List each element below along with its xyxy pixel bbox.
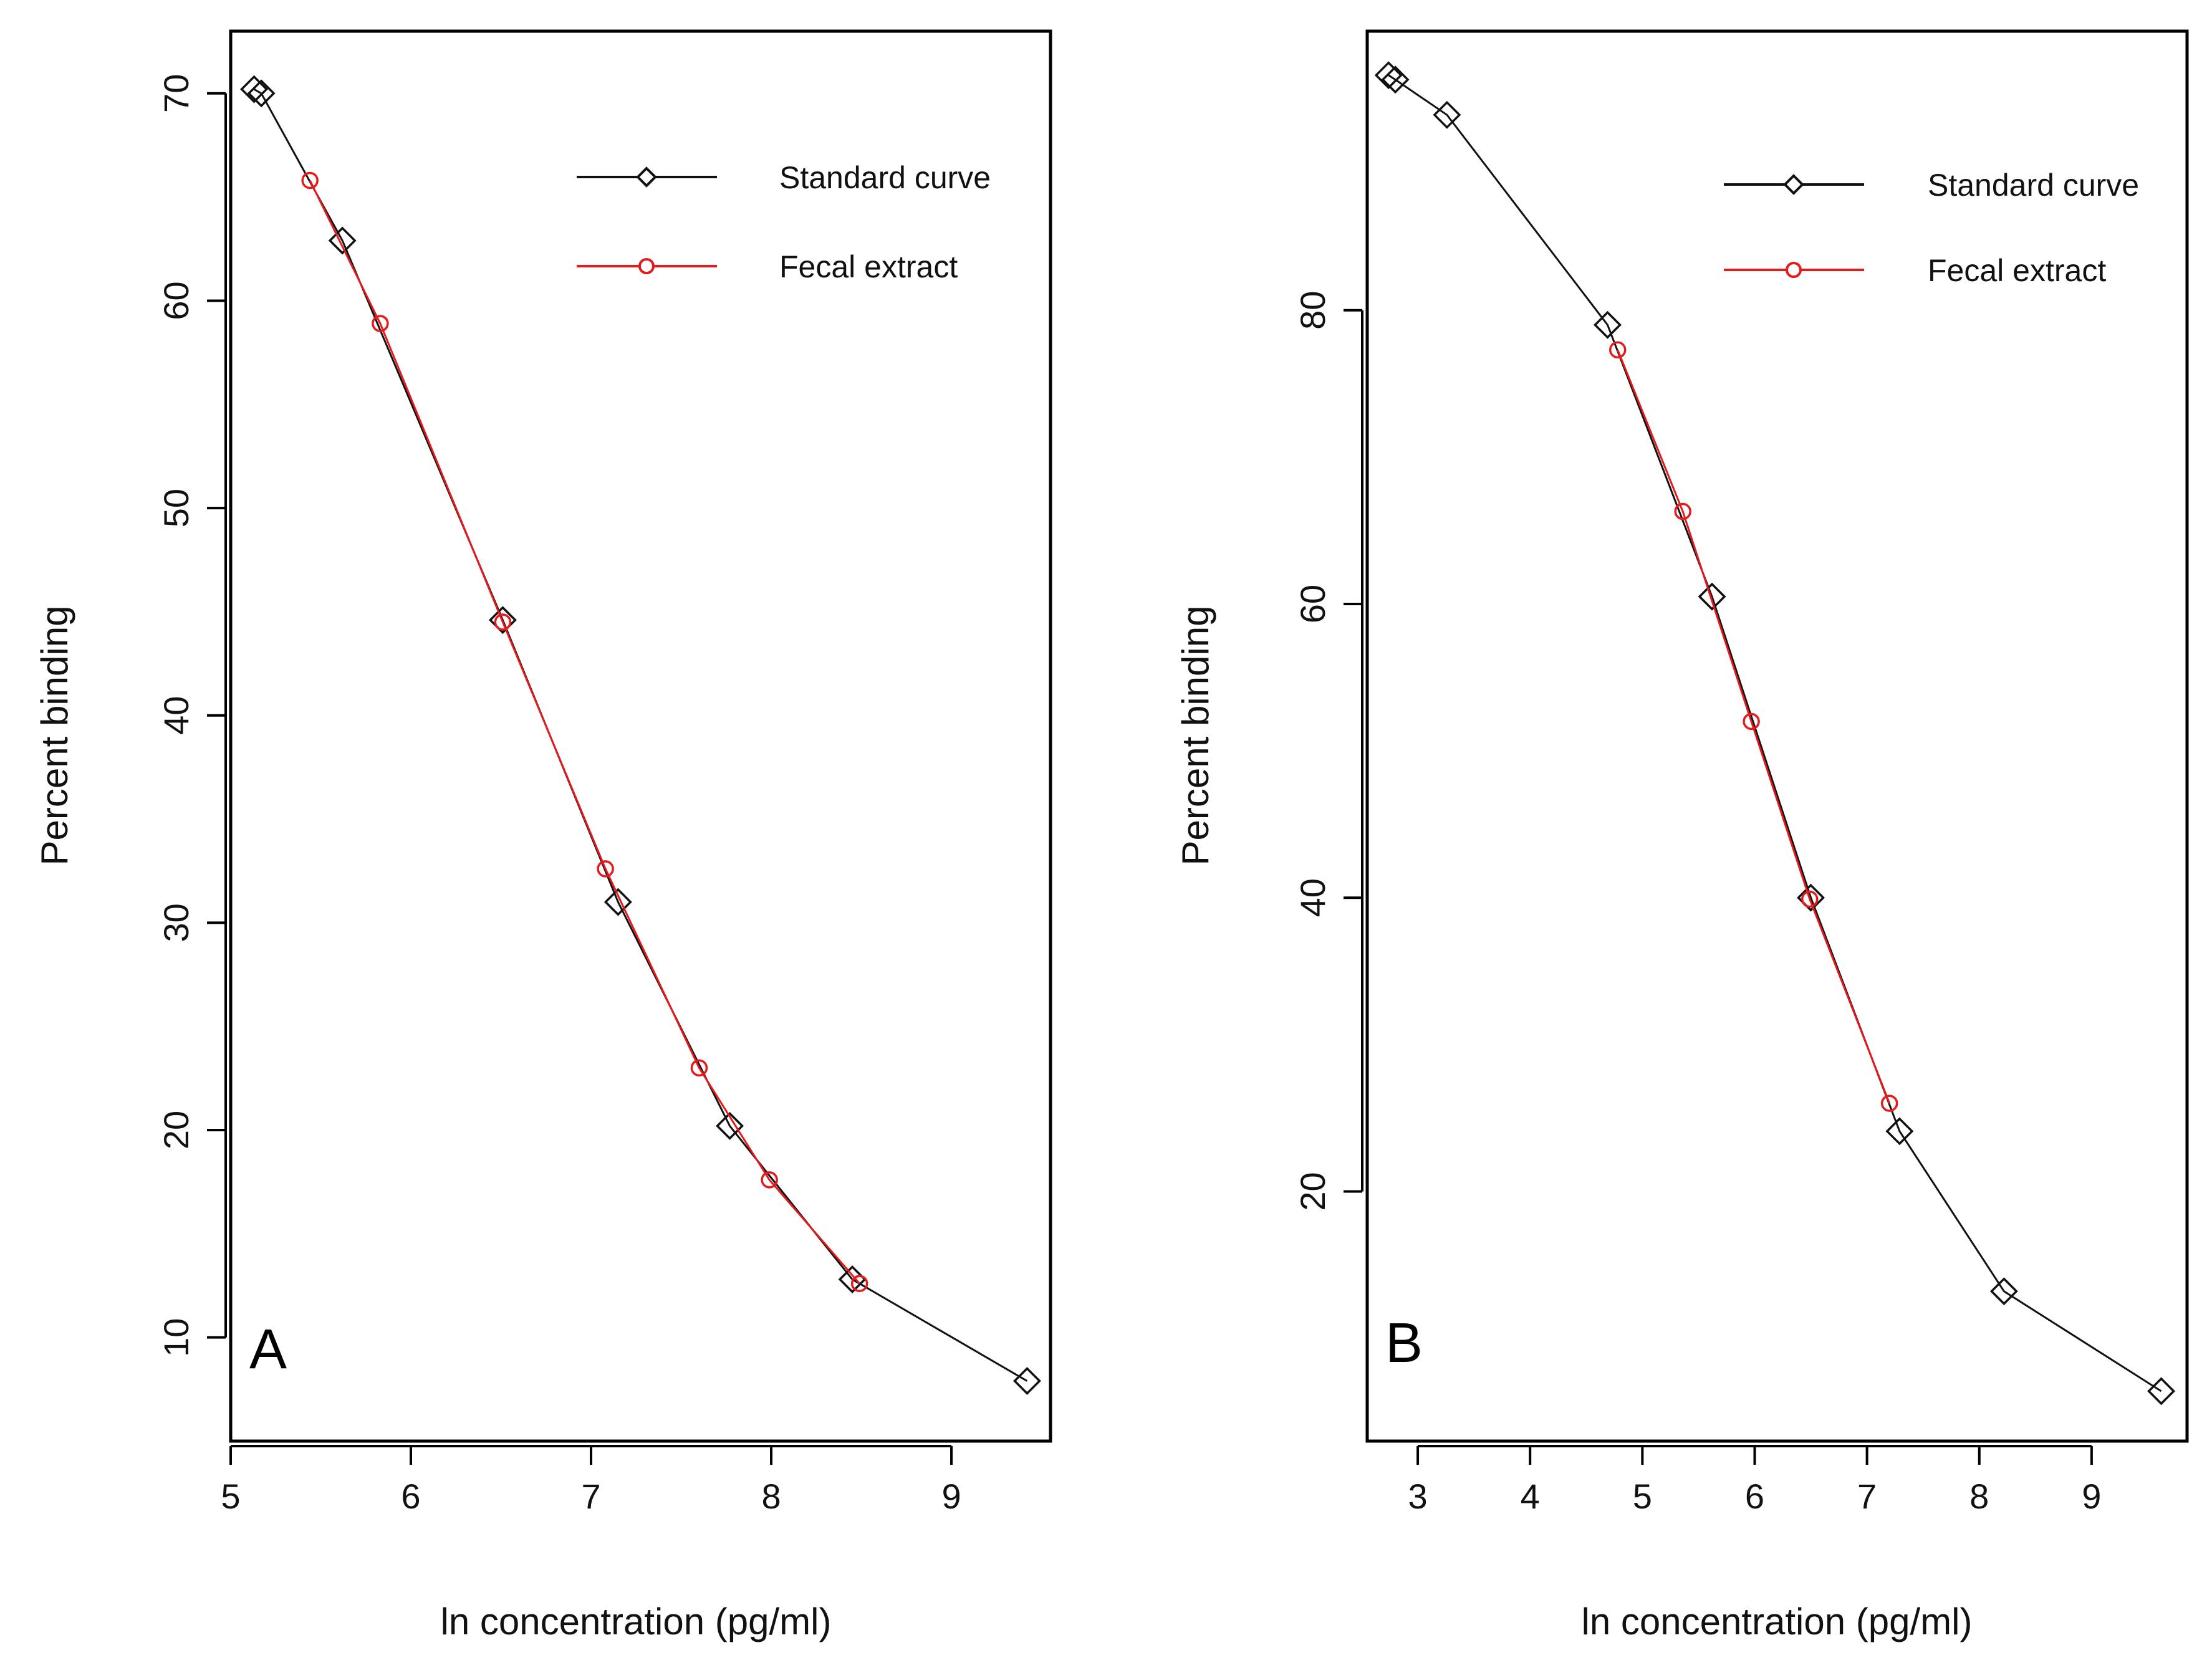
panel-b-standard-point — [1594, 310, 1622, 339]
panel-b-legend-standard-marker — [1783, 174, 1804, 195]
panel-a-y-tick-label: 40 — [156, 696, 196, 735]
panel-b-label: B — [1385, 1312, 1423, 1374]
panel-a-y-tick-label: 30 — [156, 903, 196, 942]
panel-b-x-axis: 3 4 5 6 7 8 9 — [1408, 1445, 2101, 1516]
panel-a-y-axis-title: Percent binding — [34, 606, 75, 866]
panel-a-legend: Standard curve Fecal extract — [577, 160, 991, 284]
panel-a-standard-point — [716, 1111, 744, 1140]
panel-b-y-axis-title: Percent binding — [1175, 606, 1216, 866]
panel-b-x-tick-label: 8 — [1969, 1477, 1989, 1516]
panel-a-fecal-point — [850, 1275, 868, 1292]
panel-b-fecal-point — [1609, 341, 1627, 359]
panel-a-legend-fecal-label: Fecal extract — [779, 249, 958, 284]
panel-a-x-tick-label: 8 — [761, 1477, 781, 1516]
panel-a-y-tick-label: 70 — [156, 74, 196, 113]
panel-a-y-tick-label: 20 — [156, 1111, 196, 1149]
panel-b-x-tick-label: 5 — [1633, 1477, 1652, 1516]
panel-b-y-tick-label: 80 — [1293, 291, 1332, 330]
panel-a-standard-point — [328, 226, 357, 255]
panel-b-standard-line — [1388, 74, 2162, 1392]
panel-a-y-tick-label: 60 — [156, 281, 196, 320]
panel-a-fecal-point — [301, 171, 319, 189]
panel-b-series — [1374, 61, 2176, 1406]
panel-b-x-tick-label: 9 — [2082, 1477, 2101, 1516]
panel-b-plot-frame — [1365, 29, 2189, 1443]
panel-a-fecal-point — [761, 1171, 778, 1189]
panel-b-y-axis: 20 40 60 80 — [1293, 291, 1363, 1211]
panel-b-standard-point — [1797, 883, 1825, 912]
panel-b-fecal-point — [1743, 712, 1760, 731]
panel-b-fecal-point — [1801, 890, 1819, 908]
panel-a-x-axis: 5 6 7 8 9 — [221, 1445, 961, 1516]
panel-b-standard-point — [1698, 582, 1726, 611]
panel-a-fecal-point — [372, 315, 389, 332]
panel-b-standard-point — [1433, 100, 1461, 129]
panel-b-legend-standard-label: Standard curve — [1928, 168, 2139, 203]
panel-b-fecal-point — [1880, 1095, 1898, 1112]
panel-b-x-tick-label: 7 — [1857, 1477, 1877, 1516]
panel-a-legend-fecal-marker — [638, 258, 655, 274]
panel-a-legend-standard-marker — [636, 166, 657, 188]
panel-a-standard-point — [603, 888, 632, 916]
panel-b-y-tick-label: 60 — [1293, 585, 1332, 623]
panel-a-label: A — [249, 1318, 287, 1381]
panel-b-standard-point — [1374, 61, 1403, 90]
panel-a-x-tick-label: 7 — [581, 1477, 600, 1516]
panel-b-fecal-line — [1617, 349, 1891, 1104]
panel-a-x-tick-label: 5 — [221, 1477, 240, 1516]
panel-a-x-tick-label: 6 — [401, 1477, 420, 1516]
panel-b-standard-point — [2147, 1377, 2176, 1406]
panel-b-x-axis-title: ln concentration (pg/ml) — [1582, 1601, 1973, 1642]
panel-b-x-tick-label: 3 — [1408, 1477, 1427, 1516]
panel-a-x-tick-label: 9 — [941, 1477, 961, 1516]
panel-a-y-tick-label: 10 — [156, 1318, 196, 1357]
panel-a-legend-standard-label: Standard curve — [779, 160, 991, 195]
panel-a-standard-point — [247, 79, 276, 108]
panel-b-x-tick-label: 6 — [1745, 1477, 1764, 1516]
panel-b-legend-fecal-marker — [1786, 262, 1802, 278]
panel-b-standard-point — [1989, 1277, 2018, 1306]
panel-a-fecal-point — [597, 860, 614, 878]
panel-a-standard-point — [240, 75, 269, 103]
panel-a-standard-point — [1012, 1367, 1041, 1396]
panel-b-y-tick-label: 40 — [1293, 878, 1332, 917]
panel-a-standard-point — [488, 606, 517, 635]
panel-a-fecal-point — [494, 613, 512, 631]
panel-a-plot-frame — [229, 29, 1052, 1443]
panel-b-standard-point — [1885, 1117, 1914, 1146]
panel-b-x-tick-label: 4 — [1521, 1477, 1540, 1516]
panel-a-fecal-point — [690, 1059, 708, 1076]
panel-b: 3 4 5 6 7 8 9 20 40 60 80 ln concentration (pg/ml… — [1175, 29, 2189, 1642]
panel-b-standard-point — [1381, 65, 1410, 94]
panel-a-series — [240, 75, 1041, 1396]
panel-a-y-tick-label: 50 — [156, 489, 196, 527]
panel-a-y-axis: 10 20 30 40 50 60 70 — [156, 74, 227, 1357]
panel-b-legend-fecal-label: Fecal extract — [1928, 253, 2106, 288]
panel-b-fecal-point — [1674, 502, 1691, 520]
panel-a-fecal-line — [309, 180, 860, 1285]
panel-b-legend: Standard curve Fecal extract — [1724, 168, 2139, 288]
panel-a: 5 6 7 8 9 10 20 30 40 50 60 70 ln concentration (p… — [34, 29, 1052, 1642]
panel-b-y-tick-label: 20 — [1293, 1172, 1332, 1210]
panel-a-x-axis-title: ln concentration (pg/ml) — [441, 1601, 832, 1642]
